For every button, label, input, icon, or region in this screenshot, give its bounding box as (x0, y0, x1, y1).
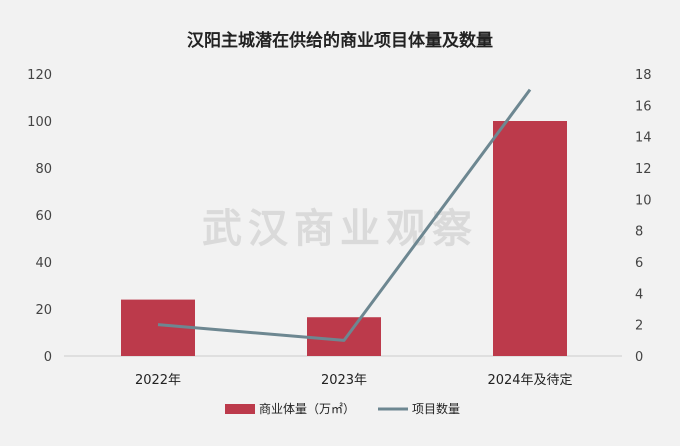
right-tick-label: 6 (635, 256, 643, 271)
bar (493, 121, 567, 356)
right-tick-label: 18 (635, 68, 652, 83)
legend: 商业体量（万㎡） 项目数量 (225, 401, 460, 416)
bar (307, 317, 381, 356)
category-label: 2022年 (135, 373, 181, 388)
left-tick-label: 80 (35, 162, 52, 177)
left-tick-label: 60 (35, 209, 52, 224)
right-tick-label: 14 (635, 131, 652, 146)
legend-bar-label: 商业体量（万㎡） (259, 401, 355, 416)
right-tick-label: 10 (635, 193, 652, 208)
watermark: 武汉商业观察 (202, 205, 478, 252)
x-axis-labels: 2022年 2023年 2024年及待定 (135, 373, 573, 388)
category-label: 2023年 (321, 373, 367, 388)
left-axis: 0 20 40 60 80 100 120 (27, 68, 52, 365)
bar-series (121, 121, 567, 356)
right-tick-label: 16 (635, 99, 652, 114)
left-tick-label: 0 (44, 350, 52, 365)
chart-title: 汉阳主城潜在供给的商业项目体量及数量 (187, 30, 493, 51)
right-tick-label: 2 (635, 319, 643, 334)
left-tick-label: 40 (35, 256, 52, 271)
line-series (157, 88, 532, 342)
left-tick-label: 120 (27, 68, 52, 83)
right-tick-label: 0 (635, 350, 643, 365)
legend-bar-swatch (225, 404, 255, 414)
right-tick-label: 12 (635, 162, 652, 177)
left-tick-label: 20 (35, 303, 52, 318)
right-tick-label: 4 (635, 287, 643, 302)
left-tick-label: 100 (27, 115, 52, 130)
right-axis: 0 2 4 6 8 10 12 14 16 18 (635, 68, 652, 365)
category-label: 2024年及待定 (487, 373, 572, 388)
right-tick-label: 8 (635, 225, 643, 240)
legend-line-label: 项目数量 (412, 401, 460, 416)
